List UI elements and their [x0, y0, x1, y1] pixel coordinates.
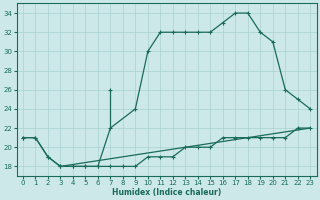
X-axis label: Humidex (Indice chaleur): Humidex (Indice chaleur)	[112, 188, 221, 197]
